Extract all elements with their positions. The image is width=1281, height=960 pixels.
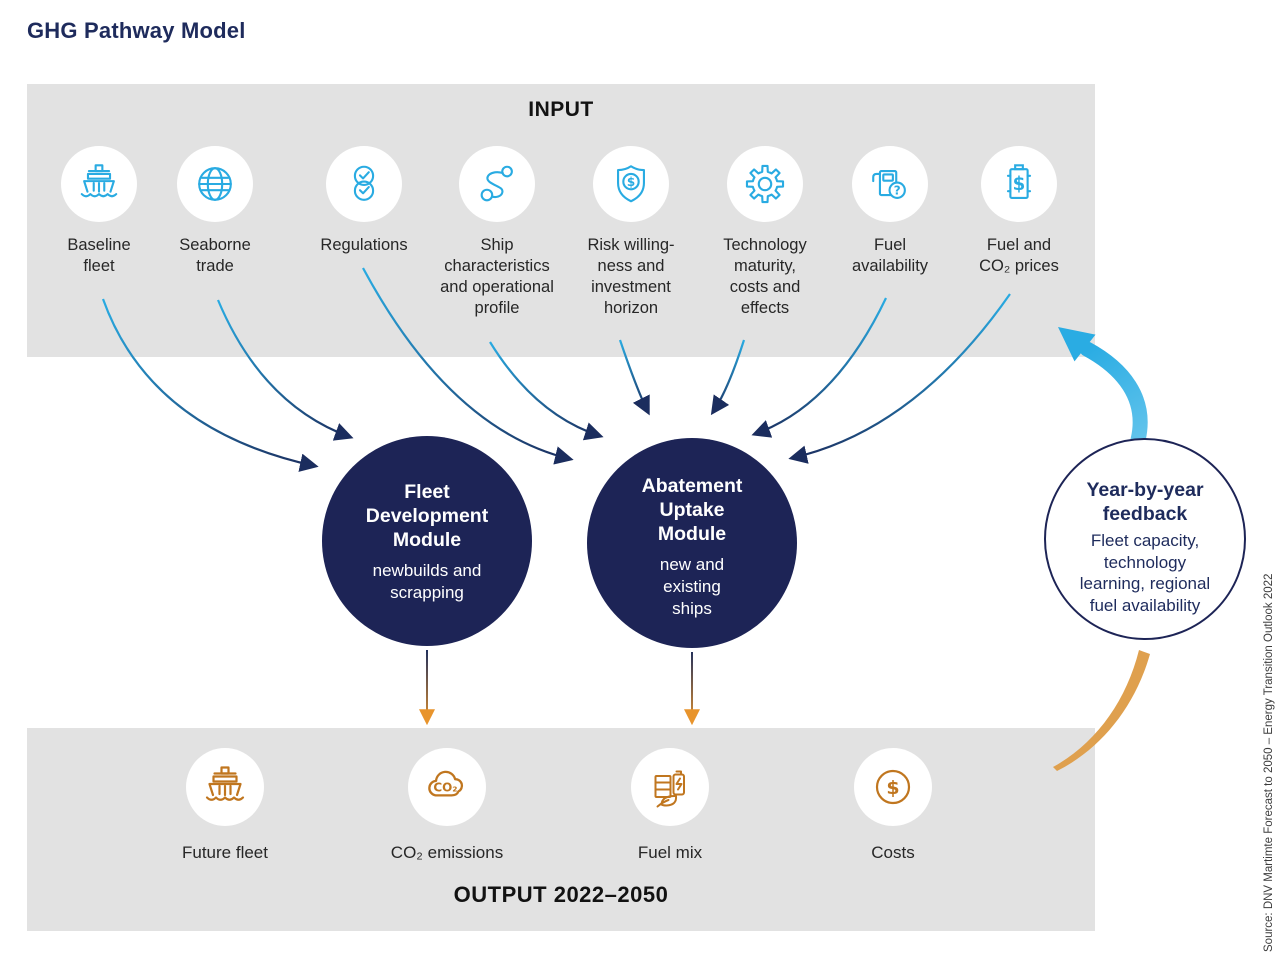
svg-text:CO₂: CO₂ xyxy=(433,781,457,795)
co2-cloud-icon: CO₂ xyxy=(408,748,486,826)
output-item-fuel-mix: Fuel mix xyxy=(585,748,755,863)
checklist-icon xyxy=(326,146,402,222)
input-item-seaborne-trade: Seaborne trade xyxy=(140,146,290,277)
input-item-label: Technology maturity, costs and effects xyxy=(723,236,807,317)
feedback-arrow-shaft xyxy=(1079,341,1148,448)
fuel-mix-icon xyxy=(631,748,709,826)
module-title: Abatement Uptake Module xyxy=(641,475,743,545)
output-item-future-fleet: Future fleet xyxy=(140,748,310,863)
source-caption: Source: DNV Martimte Forecast to 2050 – … xyxy=(1263,573,1275,952)
input-item-risk-willingness: $ Risk willing- ness and investment hori… xyxy=(556,146,706,319)
output-item-costs: $ Costs xyxy=(808,748,978,863)
feedback-body: Fleet capacity, technology learning, reg… xyxy=(1079,531,1211,615)
module-title: Fleet Development Module xyxy=(365,481,489,551)
output-item-label: Fuel mix xyxy=(637,843,703,862)
svg-text:?: ? xyxy=(894,184,901,198)
year-by-year-feedback-circle: Year-by-year feedback Fleet capacity, te… xyxy=(1044,438,1246,640)
input-item-label: Ship characteristics and operational pro… xyxy=(440,236,554,317)
route-icon xyxy=(459,146,535,222)
output-item-co2-emissions: CO₂ CO₂ emissions xyxy=(362,748,532,863)
input-item-regulations: Regulations xyxy=(289,146,439,256)
input-item-fuel-co2-prices: $ Fuel and CO₂ prices xyxy=(944,146,1094,277)
svg-text:$: $ xyxy=(1013,174,1026,195)
module-subtitle: newbuilds and scrapping xyxy=(372,561,482,602)
module-subtitle: new and existing ships xyxy=(659,555,725,618)
barrel-dollar-icon: $ xyxy=(981,146,1057,222)
output-item-label: Future fleet xyxy=(182,843,268,862)
gear-icon xyxy=(727,146,803,222)
output-item-label: CO₂ emissions xyxy=(390,843,504,862)
svg-text:$: $ xyxy=(627,175,635,189)
globe-icon xyxy=(177,146,253,222)
input-item-label: Fuel availability xyxy=(851,236,929,275)
input-item-baseline-fleet: Baseline fleet xyxy=(24,146,174,277)
ship-icon xyxy=(186,748,264,826)
input-item-ship-characteristics: Ship characteristics and operational pro… xyxy=(422,146,572,319)
input-item-label: Fuel and CO₂ prices xyxy=(979,236,1059,275)
input-item-label: Risk willing- ness and investment horizo… xyxy=(587,236,675,317)
page-title: GHG Pathway Model xyxy=(27,18,246,43)
abatement-uptake-module: Abatement Uptake Module new and existing… xyxy=(587,438,797,648)
output-heading: OUTPUT 2022–2050 xyxy=(453,882,669,907)
input-item-fuel-availability: ? Fuel availability xyxy=(815,146,965,277)
feedback-title: Year-by-year feedback xyxy=(1086,479,1204,525)
fuel-pump-question-icon: ? xyxy=(852,146,928,222)
input-heading: INPUT xyxy=(528,98,594,121)
svg-text:$: $ xyxy=(886,777,899,799)
output-item-label: Costs xyxy=(871,843,915,862)
dollar-circle-icon: $ xyxy=(854,748,932,826)
fleet-development-module: Fleet Development Module newbuilds and s… xyxy=(322,436,532,646)
input-item-label: Baseline fleet xyxy=(67,236,131,275)
input-item-label: Seaborne trade xyxy=(179,236,251,275)
shield-dollar-icon: $ xyxy=(593,146,669,222)
input-item-technology-maturity: Technology maturity, costs and effects xyxy=(690,146,840,319)
ship-icon xyxy=(61,146,137,222)
input-item-label: Regulations xyxy=(320,236,408,254)
